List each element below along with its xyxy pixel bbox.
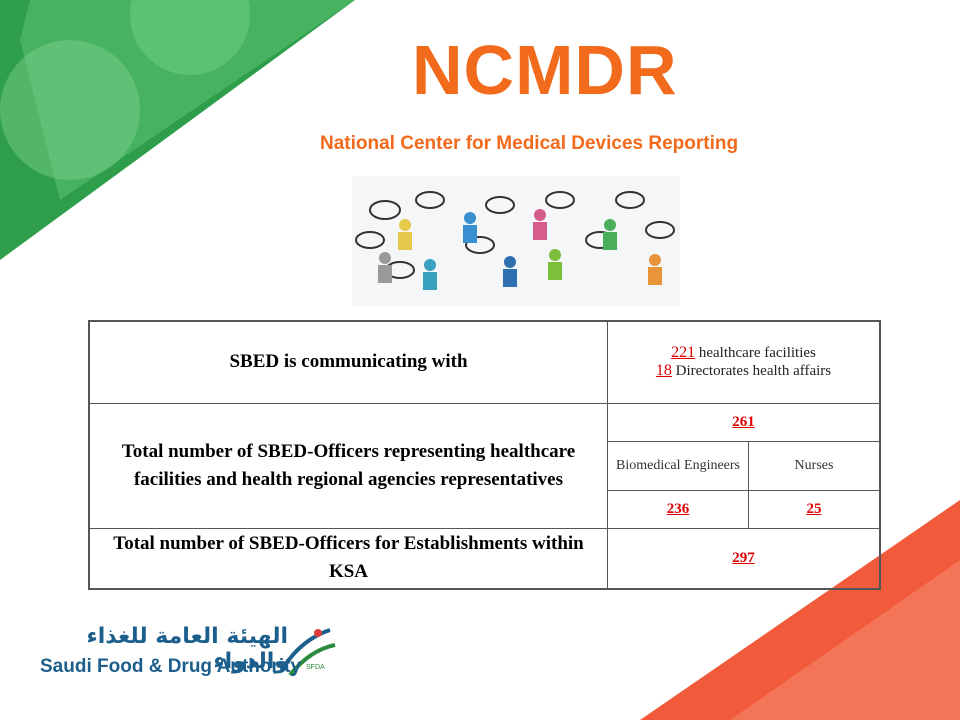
- sub-header: Nurses: [748, 440, 881, 491]
- total: 261: [607, 402, 881, 442]
- count: 18: [655, 362, 672, 380]
- logo-english: Saudi Food & Drug Authority: [40, 656, 302, 677]
- title: NCMDR: [412, 31, 678, 109]
- total: 297: [607, 527, 881, 590]
- summary-table: SBED is communicating with 221 healthcar…: [88, 320, 881, 590]
- row-label: Total number of SBED-Officers representi…: [88, 402, 608, 529]
- count: 221: [671, 344, 696, 362]
- sub-header: Biomedical Engineers: [607, 440, 749, 491]
- logo-arabic: الهيئة العامة للغذاء والدواء: [86, 624, 288, 674]
- count: 236: [607, 489, 749, 529]
- row-label: Total number of SBED-Officers for Establ…: [88, 527, 608, 590]
- subtitle: National Center for Medical Devices Repo…: [320, 133, 739, 154]
- logo-mark: SFDA: [306, 664, 325, 671]
- item-text: Directorates health affairs: [675, 363, 832, 380]
- row-label: SBED is communicating with: [88, 320, 608, 404]
- sfda-icon: [280, 628, 336, 677]
- people-illustration: [352, 176, 680, 306]
- count: 25: [748, 489, 881, 529]
- cell: 221 healthcare facilities 18 Directorate…: [607, 320, 881, 404]
- item-text: healthcare facilities: [698, 345, 816, 362]
